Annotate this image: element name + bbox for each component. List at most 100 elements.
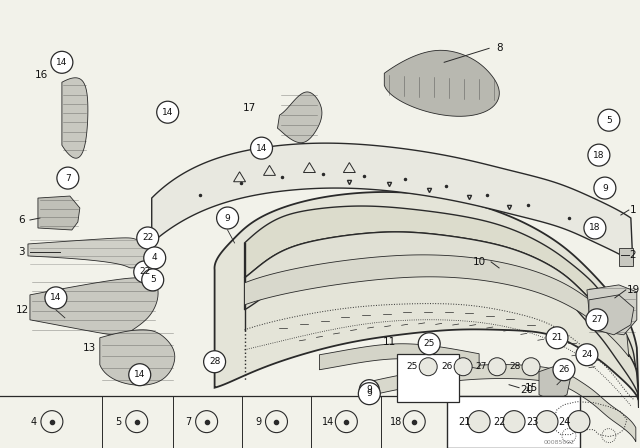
Polygon shape xyxy=(589,295,634,335)
Circle shape xyxy=(359,380,380,400)
Circle shape xyxy=(553,359,575,381)
FancyBboxPatch shape xyxy=(447,396,580,448)
Text: 14: 14 xyxy=(134,370,145,379)
Text: 28: 28 xyxy=(209,357,220,366)
Circle shape xyxy=(584,217,606,239)
Text: 11: 11 xyxy=(383,337,396,347)
Circle shape xyxy=(403,411,425,433)
Text: 9: 9 xyxy=(255,417,262,426)
Circle shape xyxy=(468,411,490,433)
Text: 16: 16 xyxy=(35,70,49,80)
Circle shape xyxy=(598,109,620,131)
Polygon shape xyxy=(539,365,571,402)
Text: 25: 25 xyxy=(424,339,435,348)
Text: 9: 9 xyxy=(602,184,608,193)
FancyBboxPatch shape xyxy=(619,248,633,266)
Text: 24: 24 xyxy=(558,417,570,426)
Text: 27: 27 xyxy=(591,315,603,324)
Polygon shape xyxy=(384,50,499,116)
Circle shape xyxy=(41,411,63,433)
Circle shape xyxy=(144,247,166,269)
Polygon shape xyxy=(244,206,637,375)
Circle shape xyxy=(204,351,225,373)
Polygon shape xyxy=(30,278,158,336)
Circle shape xyxy=(576,344,598,366)
Text: 6: 6 xyxy=(19,215,25,225)
Polygon shape xyxy=(369,365,636,442)
Polygon shape xyxy=(214,192,639,408)
Text: 14: 14 xyxy=(323,417,335,426)
Circle shape xyxy=(216,207,239,229)
Polygon shape xyxy=(319,344,479,370)
Circle shape xyxy=(588,144,610,166)
Text: 5: 5 xyxy=(150,276,156,284)
Polygon shape xyxy=(38,196,80,230)
Circle shape xyxy=(126,411,148,433)
Circle shape xyxy=(594,177,616,199)
Text: 24: 24 xyxy=(581,350,593,359)
Text: 7: 7 xyxy=(65,173,71,183)
Polygon shape xyxy=(152,143,633,263)
Text: 1: 1 xyxy=(630,205,636,215)
Circle shape xyxy=(134,261,156,283)
Text: 9: 9 xyxy=(367,385,372,394)
Text: 18: 18 xyxy=(593,151,605,159)
Text: 10: 10 xyxy=(472,257,486,267)
Circle shape xyxy=(266,411,287,433)
Circle shape xyxy=(358,383,380,405)
Polygon shape xyxy=(28,238,156,268)
Text: 28: 28 xyxy=(509,362,521,371)
Text: 21: 21 xyxy=(551,333,563,342)
Text: 18: 18 xyxy=(390,417,403,426)
FancyBboxPatch shape xyxy=(397,354,459,402)
Text: 15: 15 xyxy=(524,383,538,393)
Text: 4: 4 xyxy=(152,254,157,263)
Circle shape xyxy=(536,411,558,433)
Text: 26: 26 xyxy=(442,362,453,371)
Text: 5: 5 xyxy=(606,116,612,125)
Text: 14: 14 xyxy=(56,58,68,67)
Text: 21: 21 xyxy=(458,417,470,426)
Text: 20: 20 xyxy=(520,385,534,395)
Text: 5: 5 xyxy=(116,417,122,426)
Text: 8: 8 xyxy=(496,43,502,53)
Text: 22: 22 xyxy=(139,267,150,276)
Circle shape xyxy=(129,364,151,386)
Circle shape xyxy=(546,327,568,349)
Circle shape xyxy=(57,167,79,189)
Text: 14: 14 xyxy=(162,108,173,117)
Text: 2: 2 xyxy=(630,250,636,260)
Text: 22: 22 xyxy=(142,233,154,242)
Circle shape xyxy=(196,411,218,433)
Circle shape xyxy=(141,269,164,291)
Circle shape xyxy=(157,101,179,123)
Circle shape xyxy=(568,411,590,433)
Text: 14: 14 xyxy=(256,144,268,153)
Circle shape xyxy=(335,411,357,433)
Circle shape xyxy=(488,358,506,376)
Text: 4: 4 xyxy=(31,417,37,426)
Circle shape xyxy=(503,411,525,433)
Polygon shape xyxy=(244,255,629,357)
Text: 17: 17 xyxy=(243,103,256,113)
Text: 18: 18 xyxy=(589,224,601,233)
Text: 26: 26 xyxy=(558,365,570,374)
Text: 25: 25 xyxy=(406,362,418,371)
Polygon shape xyxy=(278,92,322,143)
Text: 23: 23 xyxy=(526,417,538,426)
Text: 3: 3 xyxy=(19,247,25,257)
Circle shape xyxy=(250,137,273,159)
Text: 00085002: 00085002 xyxy=(543,440,575,445)
Circle shape xyxy=(522,358,540,376)
Circle shape xyxy=(419,358,437,376)
Circle shape xyxy=(45,287,67,309)
Text: 19: 19 xyxy=(627,285,640,295)
Polygon shape xyxy=(62,78,88,158)
Polygon shape xyxy=(587,285,637,335)
Text: 7: 7 xyxy=(186,417,192,426)
Circle shape xyxy=(586,309,608,331)
Polygon shape xyxy=(100,330,175,385)
Text: 14: 14 xyxy=(50,293,61,302)
Text: 13: 13 xyxy=(83,343,97,353)
Circle shape xyxy=(454,358,472,376)
